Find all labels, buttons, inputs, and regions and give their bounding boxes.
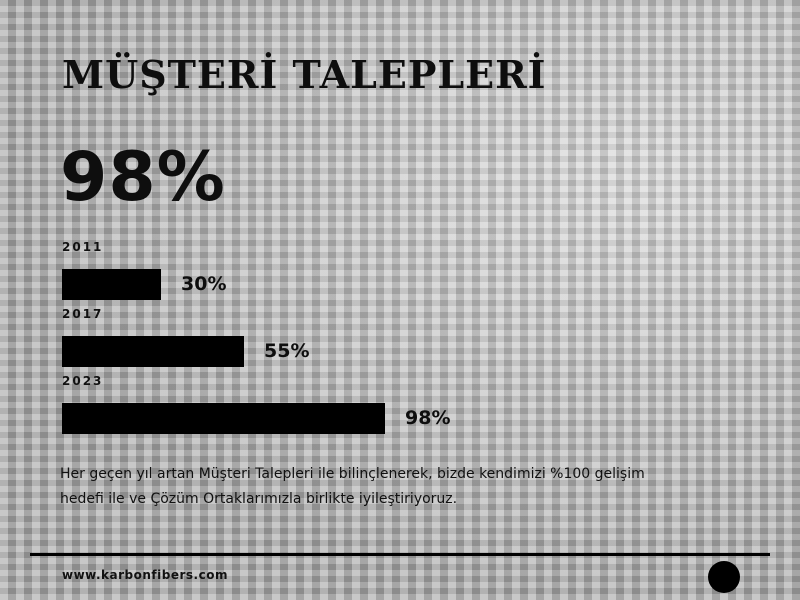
bar-value-label-2011: 30% (181, 273, 227, 295)
headline-percentage: 98% (60, 138, 226, 217)
bar-2011 (62, 269, 161, 300)
year-label-2011: 2011 (62, 240, 104, 254)
circle-icon (708, 561, 740, 593)
footer-divider (30, 553, 770, 556)
website-link[interactable]: www.karbonfibers.com (62, 568, 228, 582)
bar-value-label-2017: 55% (264, 340, 310, 362)
year-label-2017: 2017 (62, 307, 104, 321)
description-text: Her geçen yıl artan Müşteri Talepleri il… (60, 466, 645, 507)
bar-2017 (62, 336, 244, 367)
year-label-2023: 2023 (62, 374, 104, 388)
bar-2023 (62, 403, 385, 434)
page-title: MÜŞTERİ TALEPLERİ (62, 52, 547, 97)
bar-value-label-2023: 98% (405, 407, 451, 429)
